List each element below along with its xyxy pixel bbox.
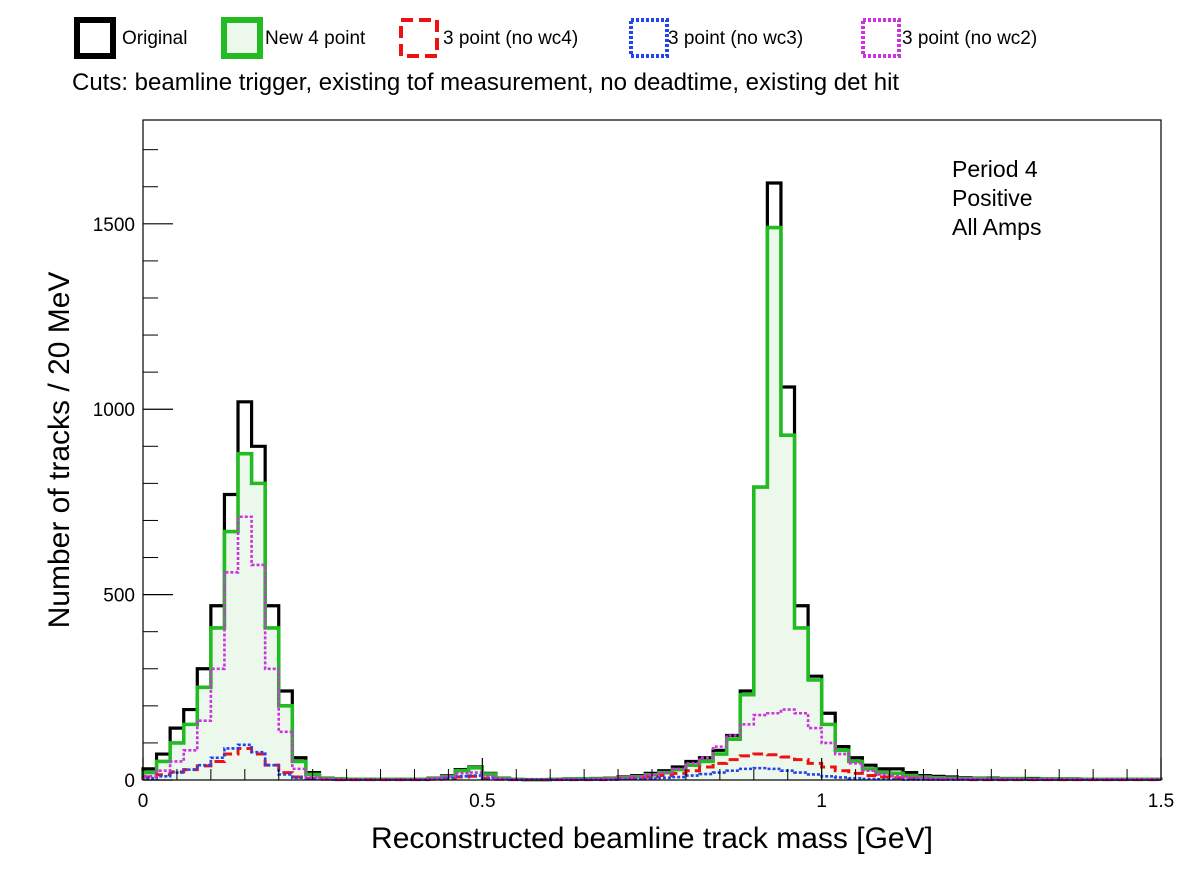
y-tick-label: 1000 [93,400,135,421]
legend-swatch-original [74,17,116,59]
y-axis-label: Number of tracks / 20 MeV [43,272,76,629]
info-charge: Positive [952,185,1033,211]
y-tick-label: 0 [124,771,135,792]
axes-layer: 0 0.5 1 1.5 0 500 1000 1500 [93,149,1174,812]
y-tick-label: 500 [103,586,135,607]
legend-label-new-4-point: New 4 point [265,28,366,49]
legend-swatch-3-point-no-wc4 [399,18,439,58]
legend-swatch-new-4-point [221,17,263,59]
series-3-point-no-wc2 [141,515,1163,781]
legend-swatch-3-point-no-wc3 [629,18,669,58]
x-tick-label: 1.5 [1148,791,1174,812]
x-tick-label: 0.5 [469,791,495,812]
series-original [141,181,1163,782]
x-tick-label: 1 [816,791,827,812]
series-new-4-point [141,225,1163,782]
legend-swatches [74,17,901,59]
x-axis-label: Reconstructed beamline track mass [GeV] [371,822,933,855]
legend-label-no-wc3: 3 point (no wc3) [668,28,804,49]
series-layer [141,181,1163,782]
x-tick-label: 0 [138,791,149,812]
legend-swatch-3-point-no-wc2 [861,18,901,58]
legend-label-original: Original [122,28,188,49]
info-amps: All Amps [952,214,1042,240]
info-period: Period 4 [952,156,1038,182]
cuts-text: Cuts: beamline trigger, existing tof mea… [72,69,900,96]
info-box: Period 4 Positive All Amps [952,155,1041,242]
legend-label-no-wc4: 3 point (no wc4) [443,28,579,49]
y-tick-label: 1500 [93,215,135,236]
legend-label-no-wc2: 3 point (no wc2) [902,28,1038,49]
